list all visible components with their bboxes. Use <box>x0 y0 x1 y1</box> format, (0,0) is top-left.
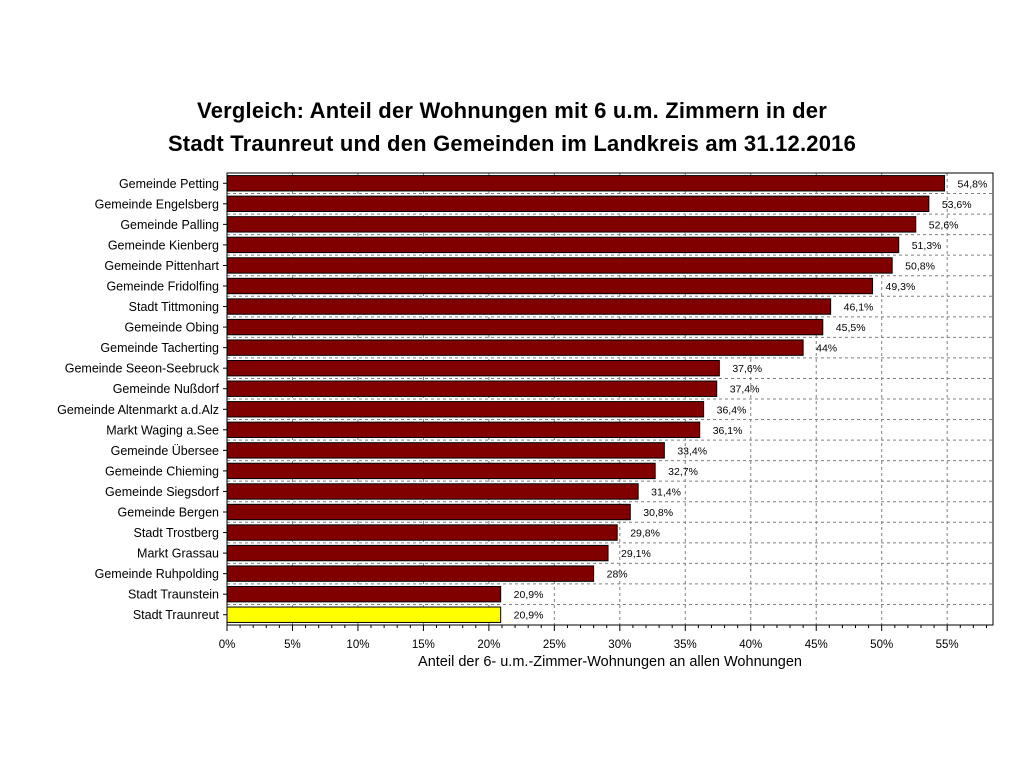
bar <box>226 462 656 480</box>
value-label: 53,6% <box>942 199 972 211</box>
category-label: Gemeinde Altenmarkt a.d.Alz <box>57 403 219 417</box>
value-label: 46,1% <box>844 302 874 314</box>
value-label: 45,5% <box>836 322 866 334</box>
x-tick-label: 0% <box>219 639 236 651</box>
x-tick-label: 15% <box>412 639 435 651</box>
value-label: 37,6% <box>732 363 762 375</box>
category-label: Stadt Traunreut <box>133 608 220 622</box>
bar <box>226 236 900 254</box>
value-label: 49,3% <box>886 281 916 293</box>
chart-title-line-1: Vergleich: Anteil der Wohnungen mit 6 u.… <box>197 98 827 123</box>
category-label: Gemeinde Fridolfing <box>106 280 219 294</box>
category-label: Gemeinde Ruhpolding <box>95 567 219 581</box>
chart-title-line-2: Stadt Traunreut und den Gemeinden im Lan… <box>167 131 857 156</box>
bar <box>226 339 804 356</box>
value-label: 20,9% <box>514 610 544 622</box>
category-label: Stadt Tittmoning <box>129 300 219 314</box>
x-tick-label: 35% <box>674 639 697 651</box>
value-label: 29,1% <box>621 548 651 560</box>
category-label: Gemeinde Obing <box>124 321 219 335</box>
category-label: Gemeinde Seeon-Seebruck <box>65 362 220 376</box>
value-label: 52,6% <box>929 219 959 231</box>
bar <box>226 318 824 336</box>
category-label: Gemeinde Pittenhart <box>104 259 219 273</box>
bar <box>226 524 618 541</box>
value-label: 32,7% <box>668 466 698 478</box>
x-tick-label: 5% <box>284 639 301 651</box>
value-label: 29,8% <box>630 528 660 540</box>
bar <box>226 442 665 459</box>
bar <box>226 257 893 274</box>
bar <box>226 421 701 439</box>
x-tick-label: 25% <box>543 639 566 651</box>
category-label: Stadt Traunstein <box>128 588 219 602</box>
bar <box>226 175 946 192</box>
bar <box>226 544 609 562</box>
plot-frame <box>226 172 994 626</box>
category-label: Gemeinde Siegsdorf <box>105 485 219 499</box>
x-tick-label: 10% <box>346 639 369 651</box>
x-tick-label: 30% <box>608 639 631 651</box>
category-label: Gemeinde Petting <box>119 177 219 191</box>
bar <box>226 380 718 397</box>
value-label: 50,8% <box>905 260 935 272</box>
category-label: Gemeinde Chieming <box>105 464 219 478</box>
bar <box>226 606 502 623</box>
category-label: Gemeinde Kienberg <box>108 238 219 252</box>
x-tick-label: 45% <box>805 639 828 651</box>
bar <box>226 195 930 213</box>
category-label: Gemeinde Nußdorf <box>113 382 220 396</box>
value-label: 30,8% <box>643 507 673 519</box>
value-label: 20,9% <box>514 589 544 601</box>
value-label: 28% <box>607 569 628 581</box>
value-label: 37,4% <box>730 384 760 396</box>
category-label: Gemeinde Palling <box>120 218 219 232</box>
category-label: Gemeinde Übersee <box>111 444 219 458</box>
x-tick-label: 50% <box>870 639 893 651</box>
x-axis-label: Anteil der 6- u.m.-Zimmer-Wohnungen an a… <box>418 654 802 670</box>
bar <box>226 277 874 295</box>
bar <box>226 483 639 500</box>
bar <box>226 216 917 233</box>
bar <box>226 503 631 521</box>
category-label: Gemeinde Tacherting <box>100 341 219 355</box>
value-label: 44% <box>816 343 837 355</box>
x-tick-label: 40% <box>739 639 762 651</box>
value-label: 36,4% <box>717 404 747 416</box>
bar <box>226 298 832 315</box>
value-label: 36,1% <box>713 425 743 437</box>
bar <box>226 401 705 418</box>
value-label: 51,3% <box>912 240 942 252</box>
x-tick-label: 20% <box>477 639 500 651</box>
x-tick-label: 55% <box>936 639 959 651</box>
category-label: Stadt Trostberg <box>134 526 220 540</box>
value-label: 33,4% <box>677 445 707 457</box>
category-label: Markt Grassau <box>137 547 219 561</box>
bar <box>226 585 502 603</box>
category-label: Gemeinde Engelsberg <box>95 197 219 211</box>
value-label: 54,8% <box>958 178 988 190</box>
value-label: 31,4% <box>651 486 681 498</box>
category-label: Markt Waging a.See <box>106 423 219 437</box>
bar <box>226 359 720 377</box>
bar <box>226 565 595 582</box>
category-label: Gemeinde Bergen <box>118 506 220 520</box>
